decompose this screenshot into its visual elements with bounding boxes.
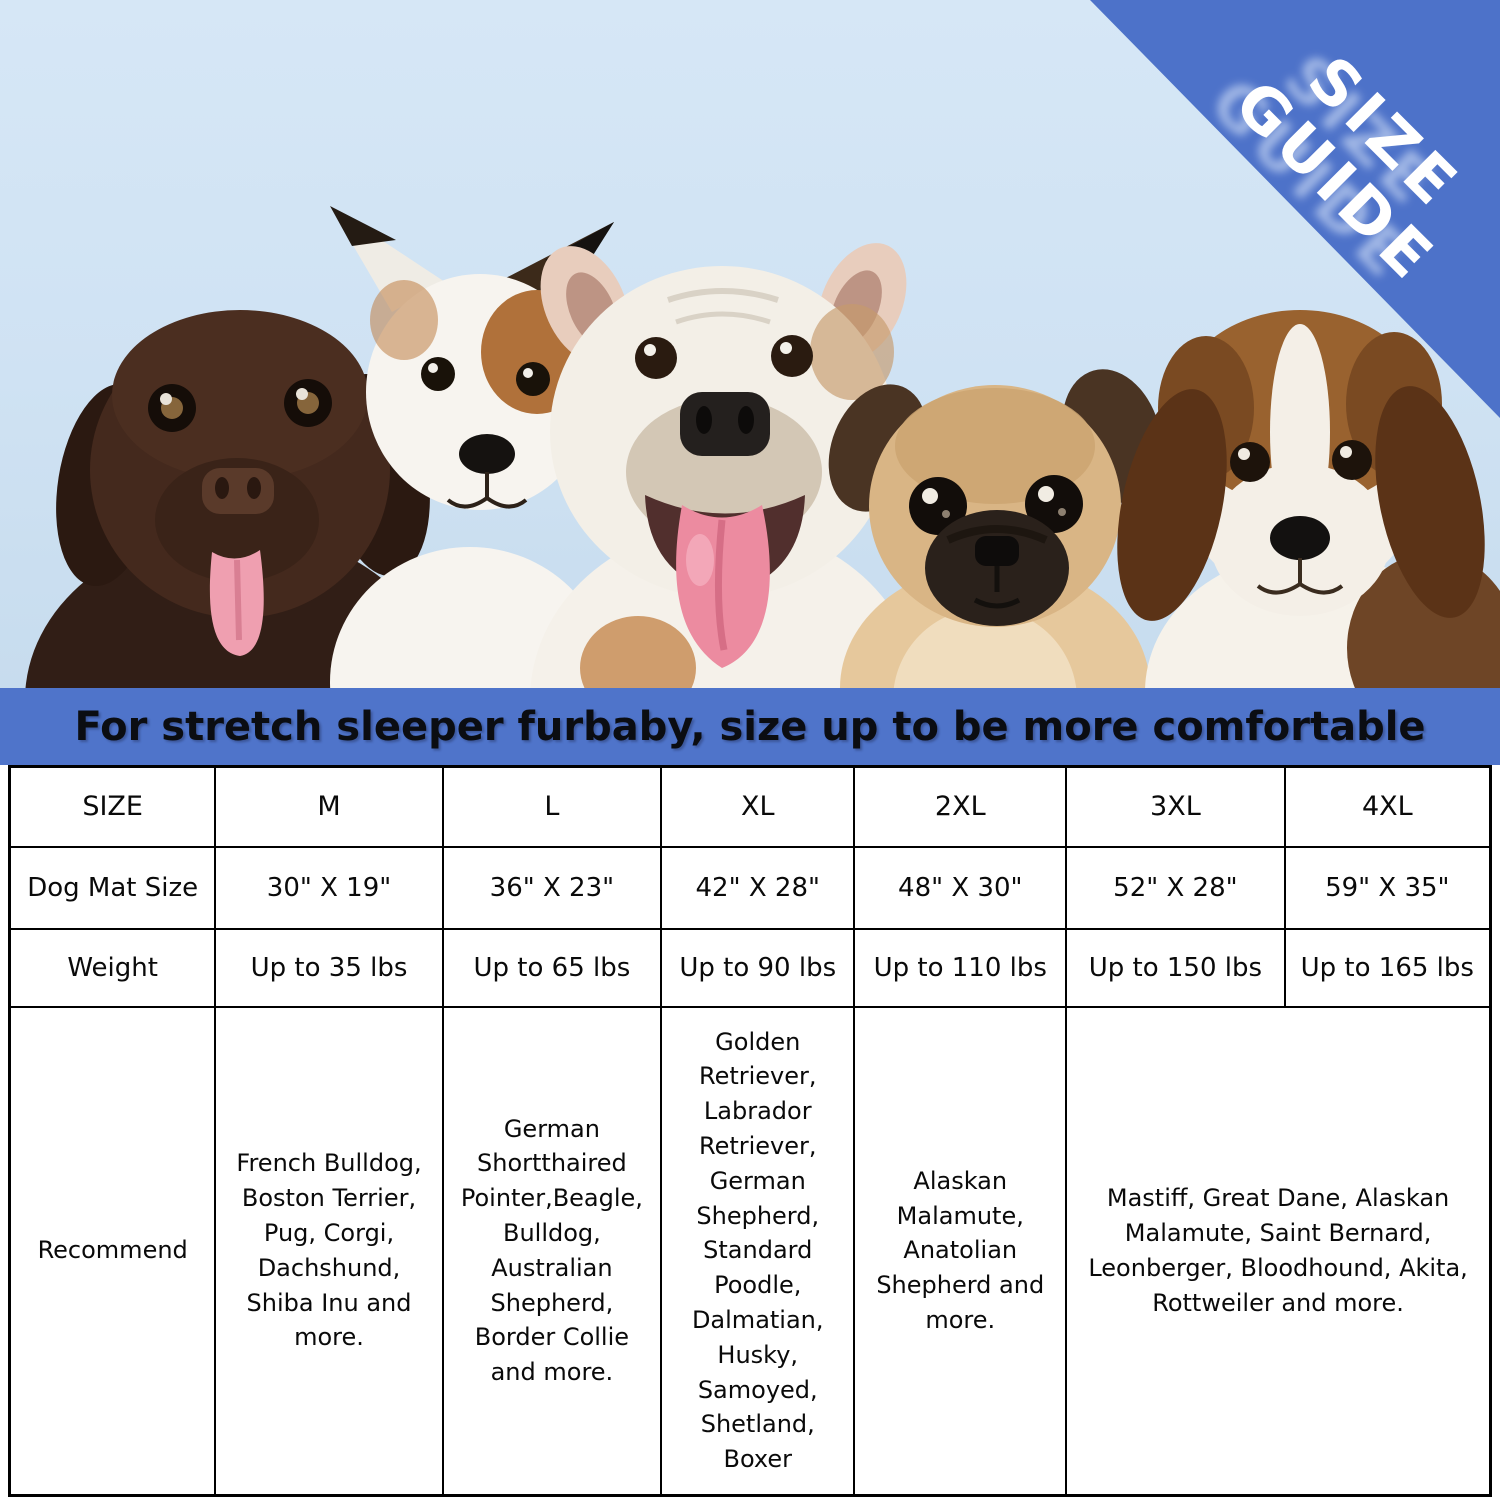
recommend-cell-xl: Golden Retriever, Labrador Retriever, Ge…	[660, 1005, 856, 1497]
size-guide-ribbon	[1090, 0, 1500, 418]
pug-puppy-image	[828, 369, 1162, 688]
beagle-puppy-image	[1117, 310, 1500, 688]
english-bulldog-puppy-image	[530, 243, 920, 688]
puppies-photo	[25, 206, 1500, 688]
chocolate-labrador-puppy-image	[25, 310, 445, 688]
headline-text: For stretch sleeper furbaby, size up to …	[74, 703, 1426, 750]
col-header-m: M	[214, 765, 444, 848]
row-label-recommend: Recommend	[8, 1005, 217, 1497]
weight-cell-l: Up to 65 lbs	[441, 927, 663, 1008]
col-header-2xl: 2XL	[853, 765, 1068, 848]
col-header-4xl: 4XL	[1283, 765, 1492, 848]
weight-cell-m: Up to 35 lbs	[214, 927, 444, 1008]
col-header-l: L	[441, 765, 663, 848]
mat-size-cell-l: 36" X 23"	[441, 845, 663, 930]
size-table: SIZE M L XL 2XL 3XL 4XL Dog Mat Size 30"…	[8, 765, 1492, 1497]
mat-size-cell-m: 30" X 19"	[214, 845, 444, 930]
mat-size-cell-4xl: 59" X 35"	[1283, 845, 1492, 930]
row-label-weight: Weight	[8, 927, 217, 1008]
recommend-cell-m: French Bulldog, Boston Terrier, Pug, Cor…	[214, 1005, 444, 1497]
recommend-cell-l: German Shortthaired Pointer,Beagle, Bull…	[441, 1005, 663, 1497]
weight-cell-3xl: Up to 150 lbs	[1065, 927, 1286, 1008]
recommend-cell-2xl: Alaskan Malamute, Anatolian Shepherd and…	[853, 1005, 1068, 1497]
weight-cell-xl: Up to 90 lbs	[660, 927, 856, 1008]
mat-size-cell-xl: 42" X 28"	[660, 845, 856, 930]
weight-cell-2xl: Up to 110 lbs	[853, 927, 1068, 1008]
recommend-row: Recommend French Bulldog, Boston Terrier…	[8, 1005, 1492, 1497]
recommend-cell-3xl-4xl: Mastiff, Great Dane, Alaskan Malamute, S…	[1065, 1005, 1492, 1497]
headline-banner: For stretch sleeper furbaby, size up to …	[0, 688, 1500, 765]
table-header-row: SIZE M L XL 2XL 3XL 4XL	[8, 765, 1492, 848]
hero-photo-section: SIZE GUIDE	[0, 0, 1500, 688]
mat-size-cell-2xl: 48" X 30"	[853, 845, 1068, 930]
weight-row: Weight Up to 35 lbs Up to 65 lbs Up to 9…	[8, 927, 1492, 1008]
col-header-size: SIZE	[8, 765, 217, 848]
mat-size-row: Dog Mat Size 30" X 19" 36" X 23" 42" X 2…	[8, 845, 1492, 930]
size-table-section: SIZE M L XL 2XL 3XL 4XL Dog Mat Size 30"…	[0, 765, 1500, 1500]
mat-size-cell-3xl: 52" X 28"	[1065, 845, 1286, 930]
weight-cell-4xl: Up to 165 lbs	[1283, 927, 1492, 1008]
col-header-xl: XL	[660, 765, 856, 848]
col-header-3xl: 3XL	[1065, 765, 1286, 848]
row-label-dog-mat-size: Dog Mat Size	[8, 845, 217, 930]
